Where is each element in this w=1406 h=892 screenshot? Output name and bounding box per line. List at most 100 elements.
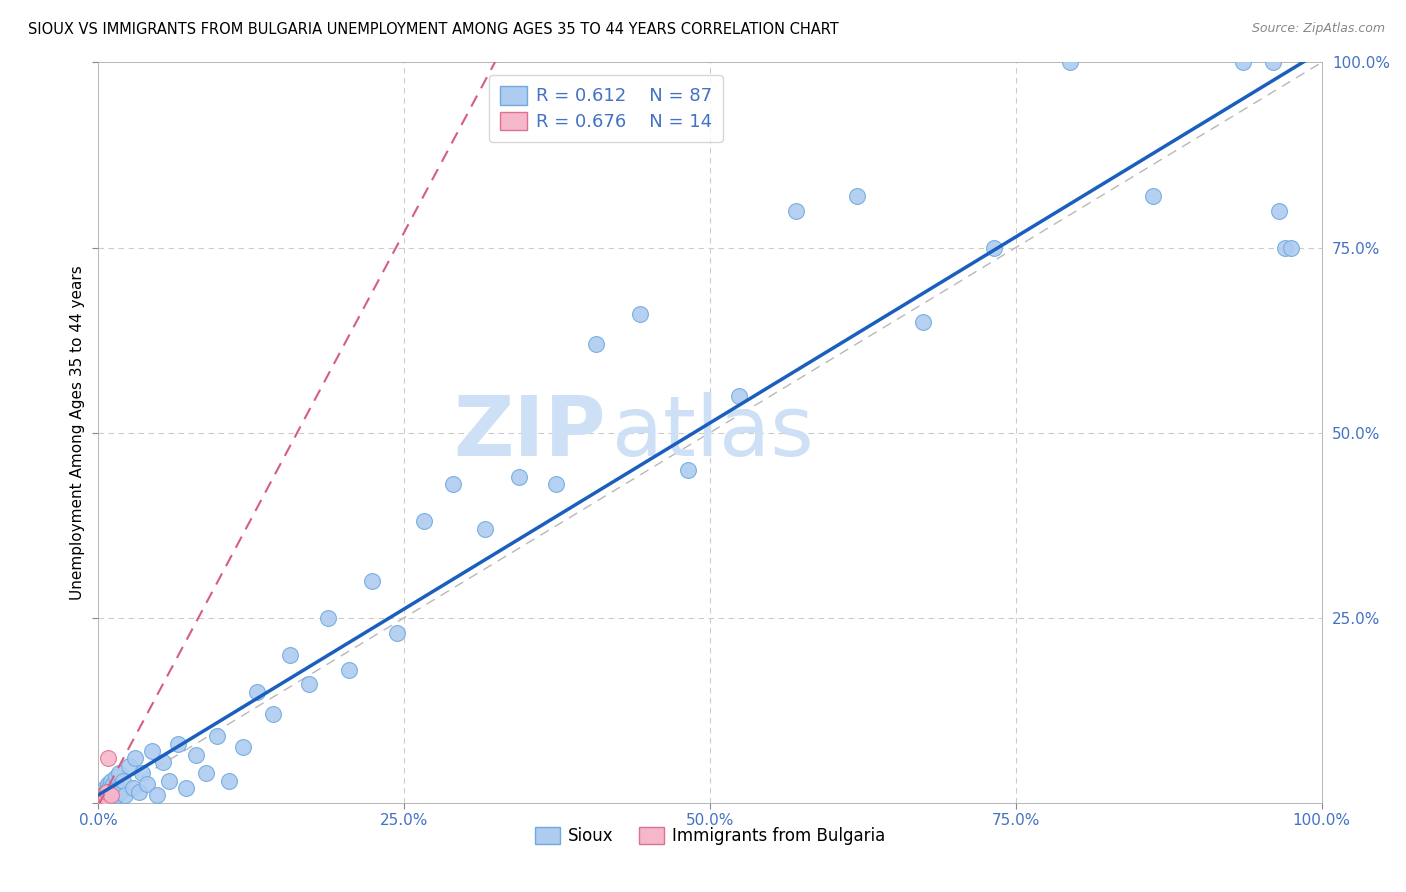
Point	[232, 740, 254, 755]
Point	[94, 785, 117, 799]
Point	[508, 470, 530, 484]
Point	[93, 794, 115, 808]
Point	[983, 240, 1005, 255]
Point	[361, 574, 384, 588]
Text: SIOUX VS IMMIGRANTS FROM BULGARIA UNEMPLOYMENT AMONG AGES 35 TO 44 YEARS CORRELA: SIOUX VS IMMIGRANTS FROM BULGARIA UNEMPL…	[28, 22, 839, 37]
Point	[585, 336, 607, 351]
Point	[89, 791, 111, 805]
Point	[91, 794, 114, 808]
Point	[1232, 55, 1254, 70]
Point	[186, 747, 208, 762]
Point	[101, 785, 124, 799]
Point	[89, 794, 111, 808]
Point	[845, 188, 868, 202]
Point	[121, 780, 143, 795]
Point	[104, 770, 127, 784]
Point	[91, 789, 114, 803]
Point	[412, 515, 434, 529]
Point	[89, 795, 111, 809]
Point	[94, 792, 117, 806]
Point	[1142, 188, 1164, 202]
Point	[97, 789, 120, 803]
Point	[246, 685, 269, 699]
Point	[93, 780, 115, 795]
Point	[298, 677, 321, 691]
Point	[89, 794, 111, 808]
Point	[146, 789, 169, 803]
Point	[100, 794, 122, 808]
Point	[100, 789, 122, 804]
Point	[280, 648, 302, 662]
Point	[90, 792, 112, 806]
Point	[96, 785, 118, 799]
Point	[91, 790, 114, 805]
Point	[91, 792, 114, 806]
Point	[96, 794, 118, 808]
Point	[131, 766, 153, 780]
Point	[91, 793, 114, 807]
Point	[93, 791, 115, 805]
Point	[474, 522, 496, 536]
Point	[91, 794, 114, 808]
Point	[94, 789, 117, 804]
Point	[218, 773, 240, 788]
Point	[1268, 203, 1291, 218]
Point	[97, 751, 120, 765]
Point	[103, 792, 125, 806]
Point	[107, 780, 129, 795]
Text: atlas: atlas	[612, 392, 814, 473]
Point	[118, 758, 141, 772]
Point	[157, 773, 180, 788]
Point	[176, 780, 198, 795]
Point	[96, 789, 118, 804]
Point	[91, 787, 114, 801]
Point	[91, 795, 114, 809]
Text: ZIP: ZIP	[454, 392, 606, 473]
Point	[97, 777, 120, 791]
Point	[911, 314, 934, 328]
Point	[101, 777, 124, 791]
Point	[441, 477, 464, 491]
Point	[93, 793, 115, 807]
Point	[91, 794, 114, 808]
Legend: Sioux, Immigrants from Bulgaria: Sioux, Immigrants from Bulgaria	[526, 819, 894, 854]
Point	[91, 795, 114, 809]
Point	[628, 307, 651, 321]
Point	[94, 795, 117, 809]
Point	[93, 787, 115, 801]
Point	[1279, 240, 1302, 255]
Point	[152, 755, 174, 769]
Point	[91, 789, 114, 804]
Point	[195, 766, 218, 780]
Point	[98, 780, 121, 795]
Point	[91, 785, 114, 799]
Point	[205, 729, 228, 743]
Point	[676, 462, 699, 476]
Point	[105, 789, 128, 803]
Point	[114, 789, 136, 803]
Point	[108, 766, 131, 780]
Point	[128, 785, 150, 799]
Point	[98, 792, 121, 806]
Point	[93, 789, 115, 804]
Point	[90, 789, 112, 803]
Point	[100, 773, 122, 788]
Point	[136, 777, 159, 791]
Point	[90, 794, 112, 808]
Point	[91, 789, 114, 804]
Point	[167, 737, 190, 751]
Point	[544, 477, 567, 491]
Point	[385, 625, 408, 640]
Point	[1059, 55, 1081, 70]
Point	[262, 706, 284, 721]
Point	[111, 773, 134, 788]
Point	[96, 782, 118, 797]
Point	[90, 793, 112, 807]
Point	[90, 789, 112, 804]
Point	[785, 203, 807, 218]
Point	[1274, 240, 1296, 255]
Point	[90, 794, 112, 808]
Point	[728, 388, 751, 402]
Text: Source: ZipAtlas.com: Source: ZipAtlas.com	[1251, 22, 1385, 36]
Point	[141, 744, 163, 758]
